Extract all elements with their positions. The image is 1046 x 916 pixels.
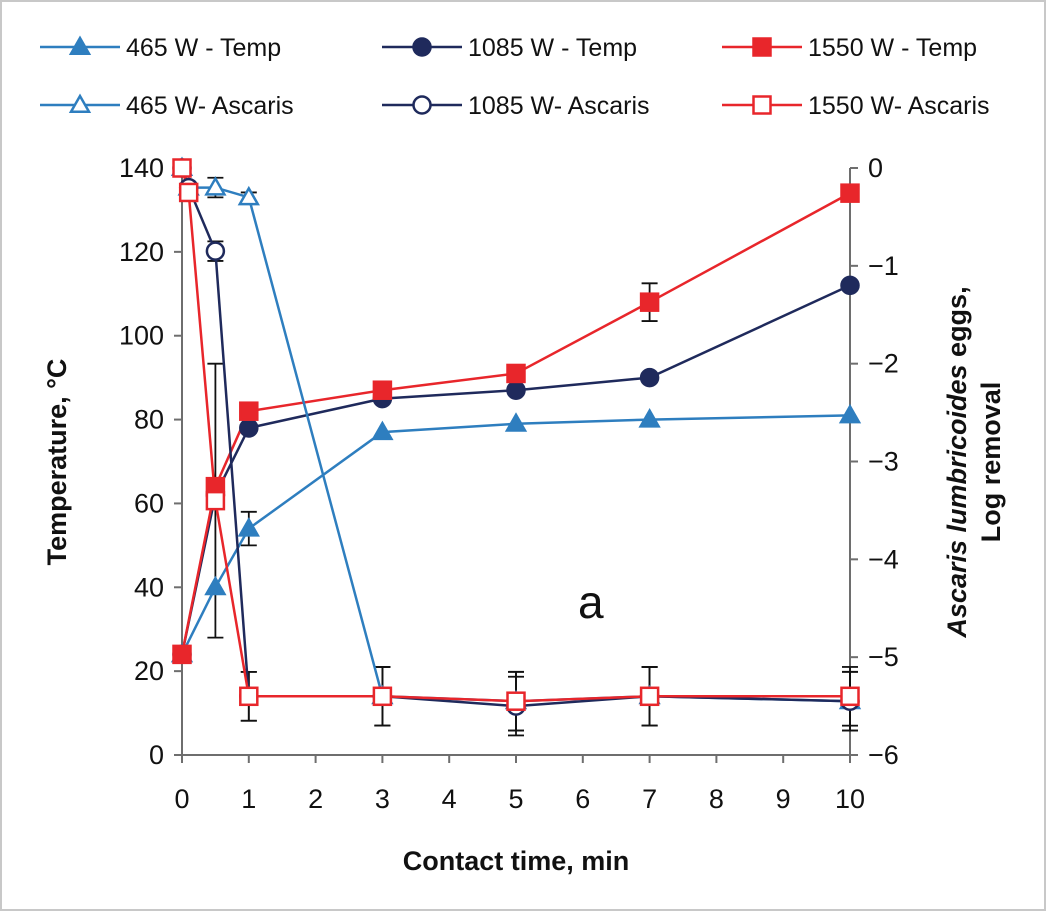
y2-tick-label: 0 (868, 153, 883, 183)
data-point-2 (372, 380, 393, 400)
series-markers (170, 156, 862, 716)
data-point-0 (237, 517, 260, 537)
y2-axis-title-italic: Ascaris lumbricoides (942, 364, 972, 638)
data-point-2 (840, 183, 860, 203)
legend-label: 465 W- Ascaris (126, 92, 294, 120)
y2-tick-label: −2 (868, 349, 899, 379)
y-tick-label: 20 (134, 656, 164, 686)
data-point-3 (237, 185, 260, 206)
y2-axis-title-rest: eggs, (942, 286, 972, 364)
data-point-1 (840, 275, 860, 296)
legend-item-3: 465 W- Ascaris (40, 92, 294, 120)
y2-tick-label: −4 (868, 544, 899, 574)
data-point-5 (239, 686, 259, 707)
data-point-0 (371, 420, 394, 441)
data-point-5 (506, 691, 526, 711)
legend-marker (68, 35, 92, 55)
y-tick-label: 40 (134, 572, 164, 602)
x-axis-title: Contact time, min (403, 846, 630, 876)
ticks: 0 1 2 3 4 5 6 7 8 9 10020406080100120140−6−5−4−3−2… (119, 153, 899, 814)
legend-marker (752, 37, 772, 57)
x-tick-label: 4 (442, 784, 457, 814)
legend-item-2: 1550 W - Temp (722, 34, 977, 62)
data-point-2 (639, 292, 660, 312)
y-tick-label: 60 (134, 488, 164, 518)
data-point-2 (172, 644, 192, 665)
y2-axis-title-line1: Ascaris lumbricoides eggs, (942, 286, 972, 638)
data-point-0 (204, 575, 227, 596)
y-tick-label: 80 (134, 405, 164, 435)
data-point-5 (372, 686, 393, 707)
legend-item-0: 465 W - Temp (40, 34, 281, 62)
legend-label: 1550 W- Ascaris (808, 92, 990, 120)
series-line-5 (180, 167, 850, 703)
y2-axis-title-line2: Log removal (976, 382, 1006, 543)
data-point-4 (205, 241, 226, 261)
legend-marker (68, 93, 92, 113)
x-tick-label: 3 (375, 784, 390, 814)
legend-item-4: 1085 W- Ascaris (382, 92, 650, 120)
panel-label: a (578, 576, 604, 628)
data-point-1 (639, 367, 660, 388)
y2-tick-label: −1 (868, 251, 899, 281)
legend-label: 1550 W - Temp (808, 34, 977, 62)
data-point-0 (838, 403, 862, 424)
data-point-0 (504, 412, 528, 432)
y-tick-label: 100 (119, 321, 164, 351)
legend-item-5: 1550 W- Ascaris (722, 92, 990, 120)
data-point-5 (639, 686, 660, 707)
data-point-5 (205, 490, 226, 511)
legend-item-1: 1085 W - Temp (382, 34, 637, 62)
data-point-2 (506, 363, 526, 384)
y-tick-label: 0 (149, 740, 164, 770)
y-tick-label: 140 (119, 153, 164, 183)
y2-tick-label: −6 (868, 740, 899, 770)
legend-label: 1085 W- Ascaris (468, 92, 650, 120)
x-tick-label: 1 (241, 784, 256, 814)
data-point-3 (204, 176, 227, 196)
data-point-2 (239, 401, 259, 421)
x-tick-label: 0 (174, 784, 189, 814)
x-tick-label: 2 (308, 784, 323, 814)
x-tick-label: 10 (835, 784, 865, 814)
legend-label: 465 W - Temp (126, 34, 281, 62)
x-tick-label: 7 (642, 784, 657, 814)
data-point-5 (840, 686, 860, 707)
legend-marker (412, 95, 432, 115)
data-point-5 (178, 182, 199, 203)
data-point-1 (239, 418, 259, 438)
y-axis-title: Temperature, °C (42, 359, 72, 566)
x-tick-label: 9 (776, 784, 791, 814)
y2-tick-label: −3 (868, 447, 899, 477)
legend-marker (412, 37, 432, 57)
legend-label: 1085 W - Temp (468, 34, 637, 62)
legend-marker (752, 95, 772, 115)
y2-tick-label: −5 (868, 642, 899, 672)
y-tick-label: 120 (119, 237, 164, 267)
data-point-1 (506, 380, 526, 400)
x-tick-label: 8 (709, 784, 724, 814)
data-point-5 (172, 158, 192, 178)
x-tick-label: 6 (575, 784, 590, 814)
x-tick-label: 5 (508, 784, 523, 814)
data-point-0 (638, 408, 661, 428)
legend: 465 W - Temp 1085 W - Temp 1550 W - Temp 46… (40, 34, 990, 120)
